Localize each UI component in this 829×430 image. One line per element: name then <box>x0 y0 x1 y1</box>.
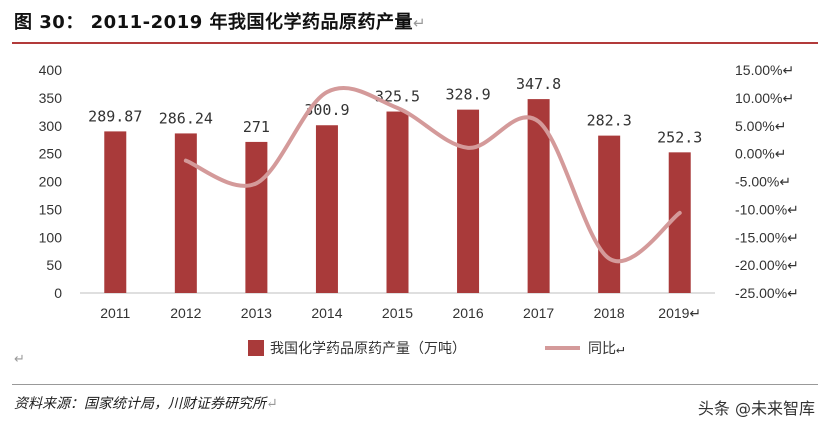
bar <box>315 125 338 293</box>
y-right-tick-label: -10.00%↵ <box>735 201 799 217</box>
x-tick-label: 2014 <box>311 305 342 321</box>
bar <box>668 152 691 293</box>
legend-line-label: 同比↵ <box>588 341 624 357</box>
bar-value-label: 300.9 <box>304 101 349 119</box>
y-right-tick-label: 15.00%↵ <box>735 62 794 78</box>
bar <box>457 109 480 294</box>
source-note: 资料来源：国家统计局，川财证券研究所↵ <box>14 393 278 413</box>
bar-value-label: 252.3 <box>657 128 702 146</box>
y-right-tick-label: -20.00%↵ <box>735 257 799 273</box>
yoy-line <box>183 86 682 264</box>
y-left-tick-label: 300 <box>39 118 63 134</box>
x-tick-label: 2018 <box>594 305 625 321</box>
watermark: 头条 @未来智库 <box>697 399 815 418</box>
bar-value-label: 282.3 <box>587 112 632 130</box>
y-right-tick-label: 0.00%↵ <box>735 146 786 162</box>
y-right-tick-label: 10.00%↵ <box>735 90 794 106</box>
y-right-tick-label: -25.00%↵ <box>735 285 799 301</box>
title-rule <box>12 42 818 44</box>
y-left-tick-label: 100 <box>39 229 63 245</box>
source-rule <box>12 384 818 385</box>
legend-bar-label: 我国化学药品原药产量（万吨） <box>270 341 466 357</box>
y-left-tick-label: 200 <box>39 174 63 190</box>
y-left-tick-label: 150 <box>39 201 63 217</box>
bar <box>245 141 268 293</box>
y-left-tick-label: 350 <box>39 90 63 106</box>
y-left-tick-label: 0 <box>54 285 62 301</box>
chart-title: 图 30： 2011-2019 年我国化学药品原药产量↵ <box>14 8 426 34</box>
bar <box>386 111 409 293</box>
bar <box>598 135 621 293</box>
bar <box>174 133 197 293</box>
x-tick-label: 2011 <box>100 305 130 321</box>
y-left-tick-label: 400 <box>39 62 63 78</box>
x-tick-label: 2012 <box>170 305 201 321</box>
bar-value-label: 289.87 <box>88 107 142 125</box>
bar-value-label: 347.8 <box>516 75 561 93</box>
x-tick-label: 2015 <box>382 305 413 321</box>
x-tick-label: 2019↵ <box>658 305 701 321</box>
source-text: 资料来源：国家统计局，川财证券研究所 <box>14 396 266 412</box>
paragraph-mark: ↵ <box>14 352 25 367</box>
y-right-tick-label: 5.00%↵ <box>735 118 786 134</box>
bar <box>104 131 127 293</box>
y-left-tick-label: 50 <box>46 257 62 273</box>
bar-value-label: 271 <box>243 118 270 136</box>
source-return-mark: ↵ <box>266 396 278 412</box>
bar-value-label: 328.9 <box>445 86 490 104</box>
x-tick-label: 2017 <box>523 305 554 321</box>
y-left-tick-label: 250 <box>39 146 63 162</box>
bar <box>527 99 550 293</box>
y-right-tick-label: -15.00%↵ <box>735 229 799 245</box>
bar-value-label: 286.24 <box>159 109 213 127</box>
title-return-mark: ↵ <box>413 14 427 32</box>
y-right-tick-label: -5.00%↵ <box>735 174 791 190</box>
chart-title-text: 图 30： 2011-2019 年我国化学药品原药产量 <box>14 12 414 33</box>
x-tick-label: 2016 <box>452 305 483 321</box>
legend-bar-swatch <box>248 340 264 356</box>
x-tick-label: 2013 <box>241 305 272 321</box>
